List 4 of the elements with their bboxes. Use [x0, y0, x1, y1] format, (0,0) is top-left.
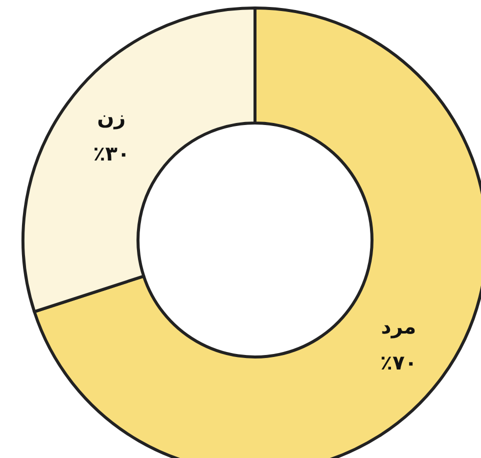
slice-label: مرد: [381, 314, 416, 338]
data-label: ٪۳۰: [93, 142, 130, 166]
data-label: ٪۷۰: [380, 350, 417, 374]
slice-label: زن: [97, 106, 126, 130]
